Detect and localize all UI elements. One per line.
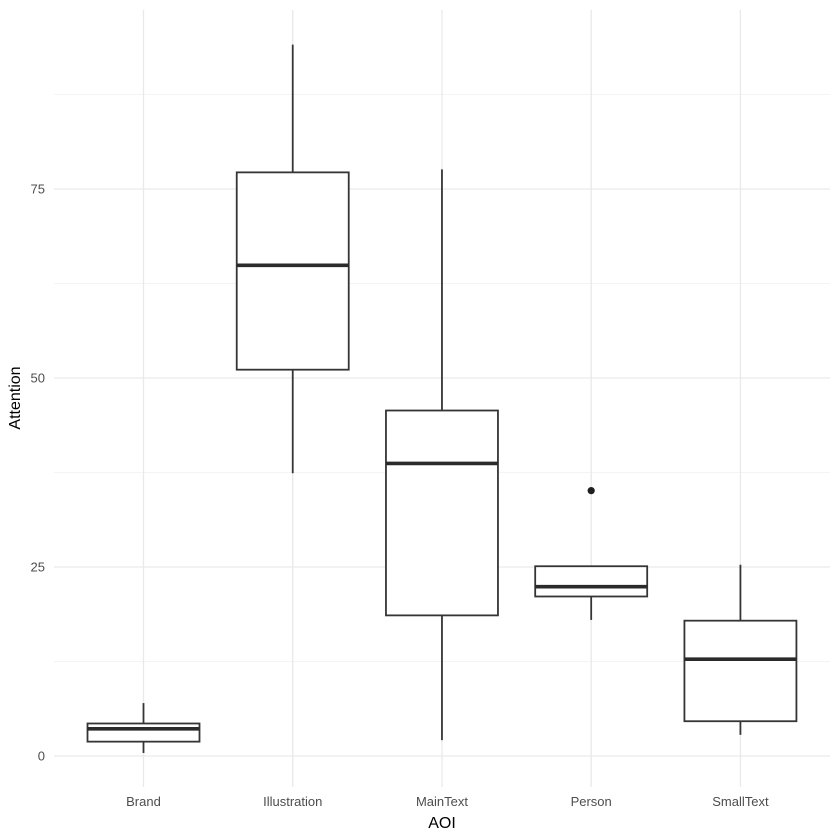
x-axis-tick-labels: Brand Illustration MainText Person SmallText: [126, 794, 769, 809]
y-tick-label-75: 75: [31, 182, 45, 197]
iqr-box: [385, 409, 499, 617]
iqr-box: [534, 565, 649, 598]
box-person: [534, 487, 649, 620]
box-smalltext: [683, 564, 798, 735]
iqr-box: [86, 722, 201, 743]
box-illustration: [235, 44, 350, 474]
y-tick-label-25: 25: [31, 560, 45, 575]
y-tick-label-0: 0: [38, 749, 45, 764]
iqr-box: [683, 619, 798, 723]
x-axis-title: AOI: [428, 815, 456, 832]
y-tick-label-50: 50: [31, 371, 45, 386]
x-tick-label-illustration: Illustration: [263, 794, 322, 809]
outlier-point: [587, 487, 595, 495]
boxplot-boxes: [86, 44, 798, 753]
iqr-box: [235, 171, 350, 371]
box-maintext: [385, 169, 499, 741]
y-axis-tick-labels: 0 25 50 75: [31, 182, 45, 764]
x-tick-label-maintext: MainText: [416, 794, 468, 809]
x-tick-label-brand: Brand: [126, 794, 161, 809]
x-tick-label-person: Person: [571, 794, 612, 809]
x-tick-label-smalltext: SmallText: [712, 794, 769, 809]
y-axis-title: Attention: [7, 366, 24, 429]
box-brand: [86, 703, 201, 753]
